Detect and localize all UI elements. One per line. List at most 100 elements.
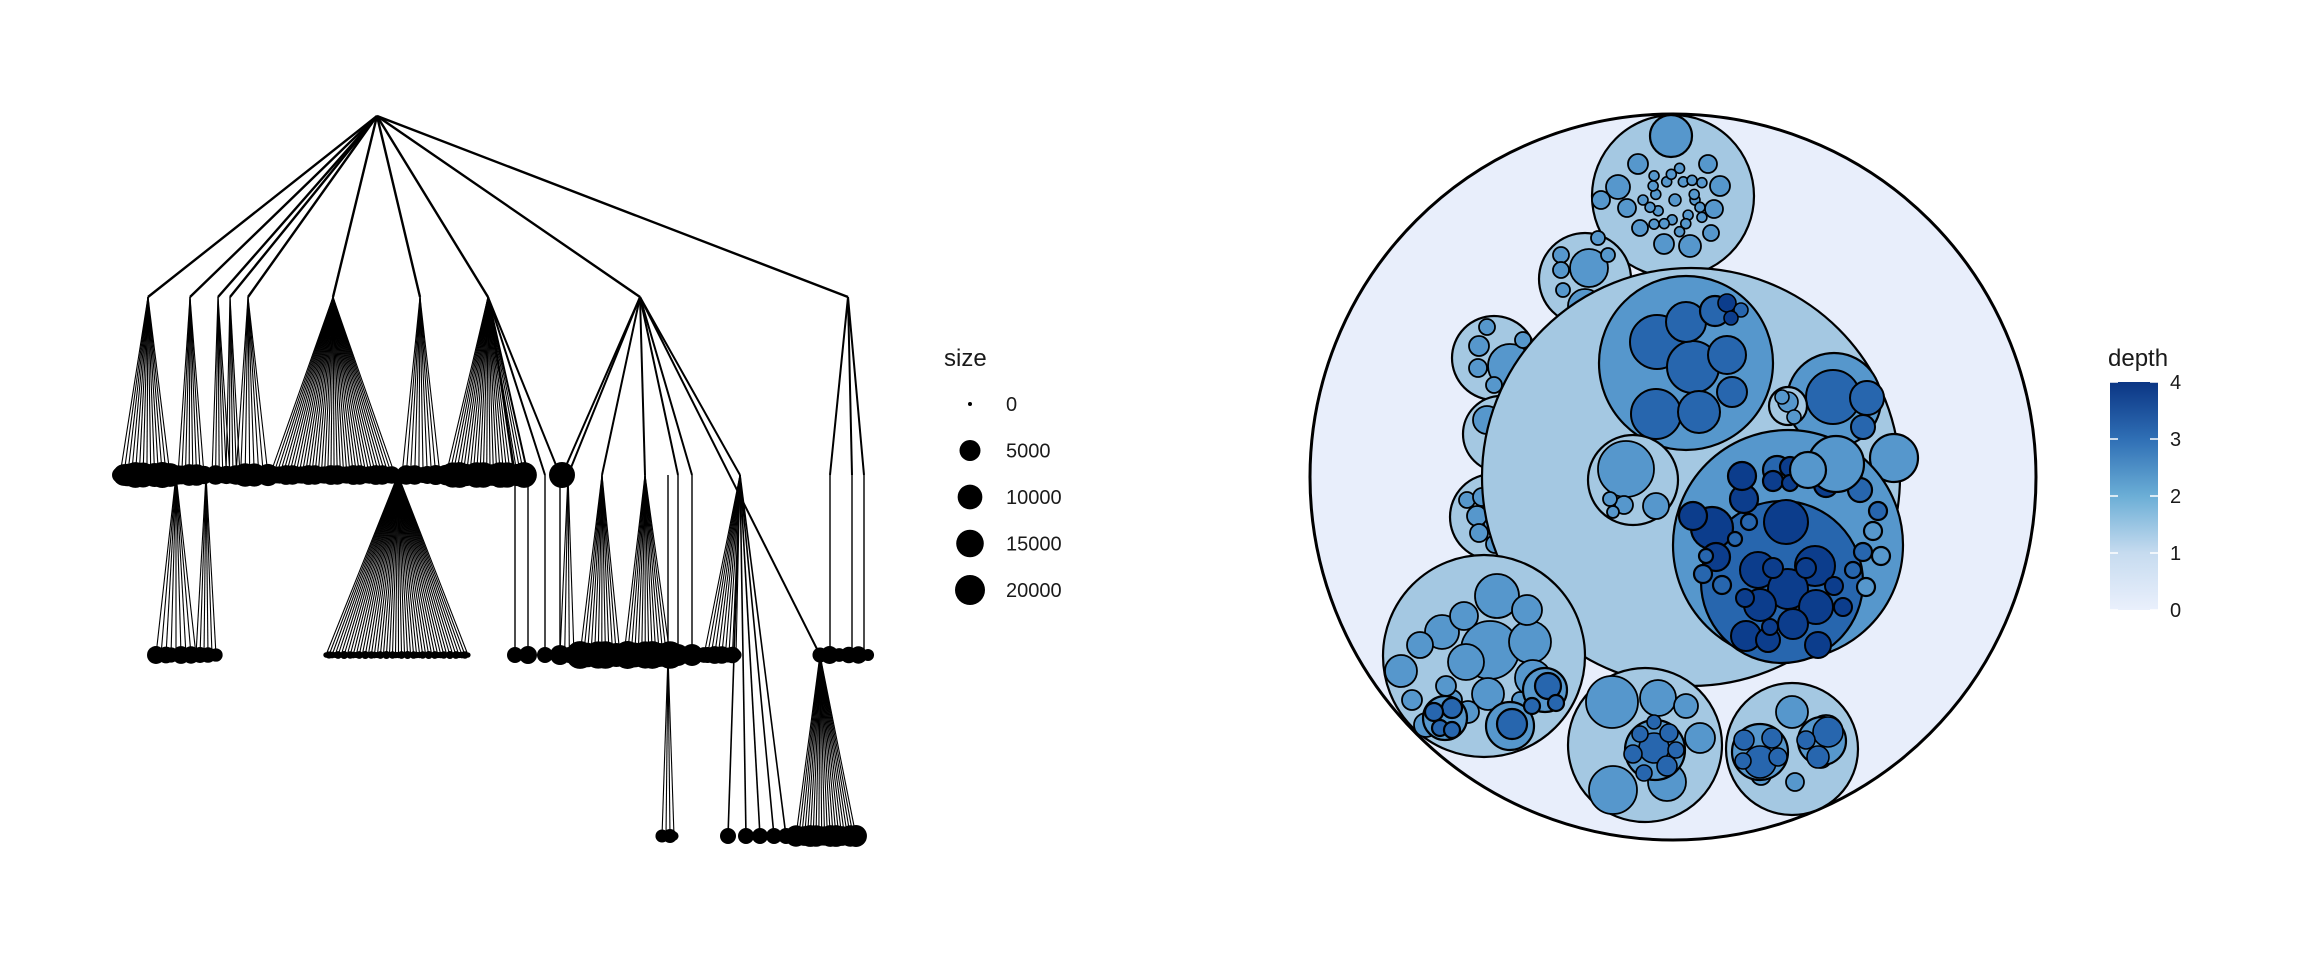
leaf-node bbox=[681, 644, 703, 666]
pack-circle-depth-4 bbox=[1795, 557, 1817, 579]
pack-circle-depth-4 bbox=[1824, 576, 1844, 596]
size-legend-label: 20000 bbox=[1006, 580, 1062, 602]
pack-circle-depth-2 bbox=[1665, 168, 1678, 181]
pack-circle-depth-2 bbox=[1696, 176, 1708, 189]
pack-circle-depth-2 bbox=[1590, 230, 1606, 246]
pack-circle-depth-2 bbox=[1870, 545, 1892, 567]
tree-edge bbox=[205, 474, 209, 656]
tree-edge bbox=[469, 296, 489, 476]
tree-edge bbox=[229, 115, 378, 298]
pack-circle-depth-2 bbox=[1468, 358, 1488, 378]
pack-circle-depth-3 bbox=[1867, 500, 1889, 522]
leaf-node bbox=[669, 831, 679, 841]
pack-circle-depth-2 bbox=[1569, 248, 1609, 288]
tree-edge bbox=[235, 296, 249, 476]
tree-edge bbox=[165, 474, 177, 656]
pack-circle-depth-4 bbox=[1723, 310, 1739, 326]
pack-circle-depth-3 bbox=[1630, 388, 1682, 440]
tree-edge bbox=[487, 296, 495, 476]
pack-circle-depth-3 bbox=[1692, 563, 1714, 585]
tree-edge bbox=[175, 474, 197, 656]
depth-tick-label: 2 bbox=[2170, 486, 2181, 508]
tree-edge bbox=[247, 115, 378, 298]
tree-edge bbox=[710, 474, 741, 656]
leaf-node bbox=[845, 825, 867, 847]
tree-edge bbox=[331, 115, 379, 298]
tree-edge bbox=[727, 474, 741, 837]
tree-edge bbox=[189, 296, 198, 476]
pack-circle-depth-2 bbox=[1606, 505, 1620, 519]
pack-circle-depth-3 bbox=[1716, 376, 1748, 408]
leaf-node bbox=[766, 828, 782, 844]
pack-circle-depth-2 bbox=[1511, 594, 1543, 626]
tree-edge bbox=[409, 296, 421, 476]
tree-edge bbox=[229, 296, 234, 476]
pack-circle-depth-2 bbox=[1658, 217, 1670, 230]
tree-edge bbox=[567, 474, 575, 656]
pack-circle-depth-2 bbox=[1673, 225, 1686, 238]
tree-edge bbox=[739, 474, 761, 837]
size-legend-key bbox=[968, 402, 972, 406]
pack-circle-depth-2 bbox=[1673, 693, 1699, 719]
tree-edge bbox=[138, 296, 149, 476]
tree-edge bbox=[205, 474, 213, 656]
depth-legend-title: depth bbox=[2108, 345, 2168, 372]
tree-edge bbox=[147, 296, 163, 476]
tree-edge bbox=[559, 474, 569, 656]
tree-edge bbox=[134, 296, 149, 476]
tree-edge bbox=[637, 474, 646, 656]
tree-edge bbox=[147, 296, 156, 476]
pack-circle-depth-3 bbox=[1697, 547, 1715, 565]
leaf-node bbox=[209, 648, 223, 662]
pack-circle-depth-2 bbox=[1471, 677, 1505, 711]
depth-tick-label: 0 bbox=[2170, 600, 2181, 622]
tree-edge bbox=[583, 474, 603, 656]
tree-edge bbox=[247, 296, 260, 476]
tree-edge bbox=[229, 296, 238, 476]
pack-circle-depth-2 bbox=[1704, 199, 1724, 219]
pack-circle-depth-2 bbox=[1552, 246, 1570, 264]
pack-circle-depth-3 bbox=[1806, 745, 1830, 769]
tree-edge bbox=[332, 296, 396, 476]
tree-edge bbox=[142, 296, 149, 476]
tree-edge bbox=[160, 474, 177, 656]
pack-circle-depth-2 bbox=[1469, 523, 1489, 543]
tree-edge bbox=[665, 654, 669, 837]
tree-edge bbox=[486, 296, 489, 476]
tree-edge bbox=[567, 474, 570, 656]
pack-circle-depth-3 bbox=[1733, 729, 1755, 751]
tree-edge bbox=[644, 474, 664, 656]
pack-circle-depth-2 bbox=[1688, 188, 1700, 201]
tree-edge bbox=[155, 474, 177, 656]
pack-circle-depth-4 bbox=[1677, 500, 1709, 532]
tree-edge bbox=[829, 296, 849, 476]
tree-edge bbox=[739, 474, 787, 837]
tree-edge bbox=[195, 474, 207, 656]
size-legend-key bbox=[959, 440, 981, 461]
pack-circle-depth-3 bbox=[1631, 725, 1649, 743]
tree-edge bbox=[739, 474, 775, 837]
tree-edge bbox=[375, 115, 422, 298]
tree-edge bbox=[448, 296, 489, 476]
pack-circle-depth-3 bbox=[1522, 696, 1542, 716]
leaf-node bbox=[849, 646, 868, 664]
depth-legend: depth 0 1 2 3 4 bbox=[2108, 345, 2181, 622]
tree-edge bbox=[175, 474, 192, 656]
pack-circle-depth-2 bbox=[1786, 409, 1802, 425]
tree-edge bbox=[452, 296, 489, 476]
pack-circle-depth-2 bbox=[1642, 492, 1670, 520]
leaf-node bbox=[537, 647, 553, 663]
pack-circle-depth-3 bbox=[1768, 747, 1788, 767]
pack-circle-depth-3 bbox=[1656, 755, 1678, 777]
pack-circle-depth-2 bbox=[1696, 211, 1708, 224]
tree-edge bbox=[644, 474, 671, 656]
tree-edge bbox=[667, 654, 671, 837]
leaf-node bbox=[720, 828, 736, 844]
pack-circle-depth-3 bbox=[1711, 574, 1733, 596]
tree-edge bbox=[419, 296, 424, 476]
tree-edge bbox=[644, 474, 650, 656]
tree-edge bbox=[641, 474, 646, 656]
pack-circle-depth-2 bbox=[1698, 154, 1718, 174]
tree-edge bbox=[639, 296, 679, 476]
